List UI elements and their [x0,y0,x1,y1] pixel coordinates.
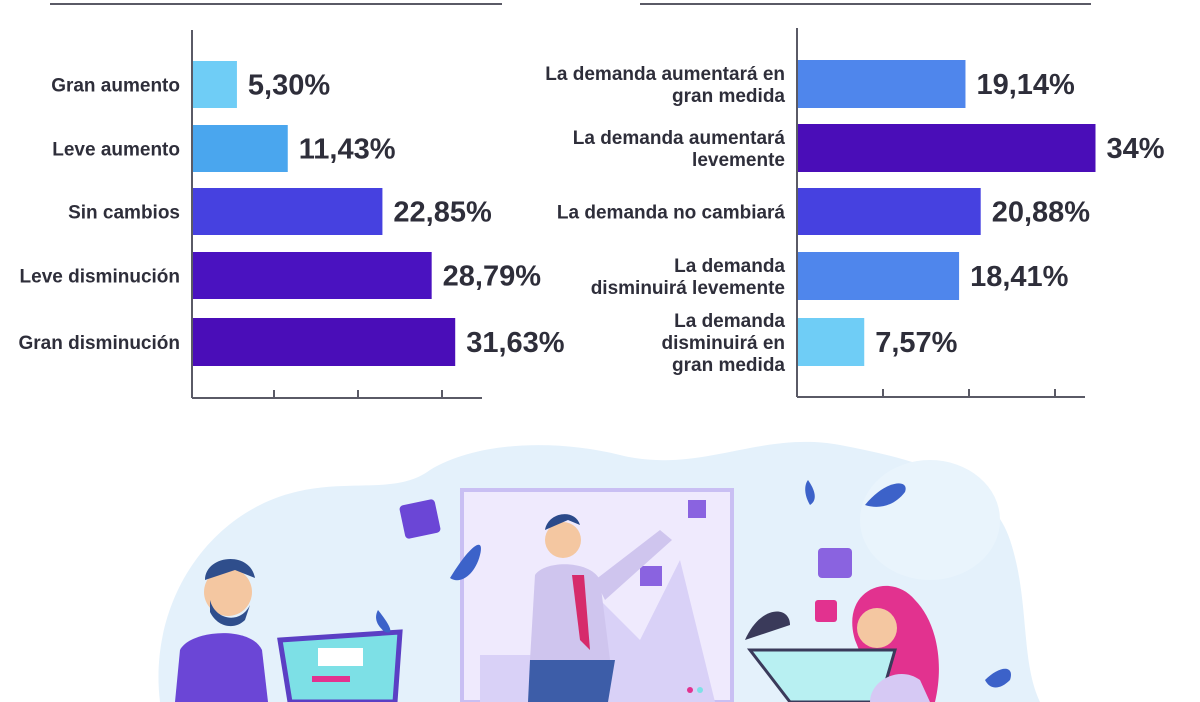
lamp-icon [745,611,790,640]
category-label: La demanda disminuirá en gran medida [661,311,785,376]
chat-card-icon-3 [815,600,837,622]
data-label: 34% [1107,133,1165,165]
category-label: La demanda no cambiará [557,203,786,224]
category-label: La demanda aumentará en gran medida [545,64,785,107]
chart-left: 5,30% Gran aumento 11,43% Leve aumento 22,85… [18,30,565,399]
category-label: Leve aumento [52,140,180,161]
category-label: Gran aumento [51,76,180,97]
category-label-line: gran medida [672,355,785,376]
category-label-line: La demanda aumentará [573,128,786,149]
category-label-line: La demanda [674,311,785,332]
leaf-icon-3 [805,480,815,505]
background-blob-2 [860,460,1000,580]
bar [798,60,966,108]
category-label-line: levemente [692,150,785,171]
data-label: 5,30% [248,70,330,102]
leaf-icon-2 [865,483,906,507]
category-label-line: La demanda [674,256,785,277]
data-label: 18,41% [970,261,1069,293]
category-label-line: Sin cambios [68,203,180,224]
bar [193,61,237,108]
bar [193,252,432,299]
category-label-line: La demanda no cambiará [557,203,786,224]
category-label: Leve disminución [20,267,180,288]
bar [193,318,456,366]
data-label: 11,43% [299,134,396,166]
data-label: 22,85% [393,197,492,229]
data-label: 20,88% [992,197,1091,229]
category-label-line: gran medida [672,86,785,107]
category-label: Gran disminución [18,333,180,354]
woman-at-tablet-icon [746,585,939,702]
dot [687,687,693,693]
man-with-laptop-icon [175,559,403,702]
bar [193,125,288,172]
chat-card-icon-2 [818,548,852,578]
data-label: 7,57% [875,327,957,359]
bar [798,124,1096,172]
leaf-icon-4 [376,610,391,633]
dot-2 [697,687,703,693]
sticky-note-icon [640,566,662,586]
category-label: La demanda aumentará levemente [573,128,786,171]
category-label-line: disminuirá en [661,333,785,354]
bar [193,188,383,235]
chart-right: 19,14%La demanda aumentará en gran medida… [545,28,1165,398]
bar [798,252,960,300]
category-label-line: Leve disminución [20,267,180,288]
data-label: 19,14% [976,69,1075,101]
chat-card-icon [399,499,441,539]
category-label-line: Gran disminución [18,333,180,354]
category-label: La demanda disminuirá levemente [591,256,786,299]
man-at-whiteboard-icon [528,514,672,702]
category-label-line: disminuirá levemente [591,278,785,299]
category-label-line: Leve aumento [52,140,180,161]
data-label: 28,79% [443,261,542,293]
bar [798,318,865,366]
sticky-note-icon-2 [688,500,706,518]
leaf-icon-5 [985,668,1011,688]
category-label: Sin cambios [68,203,180,224]
bar [798,188,981,235]
data-label: 31,63% [466,327,565,359]
category-label-line: La demanda aumentará en [545,64,785,85]
leaf-icon [450,544,481,581]
category-label-line: Gran aumento [51,76,180,97]
